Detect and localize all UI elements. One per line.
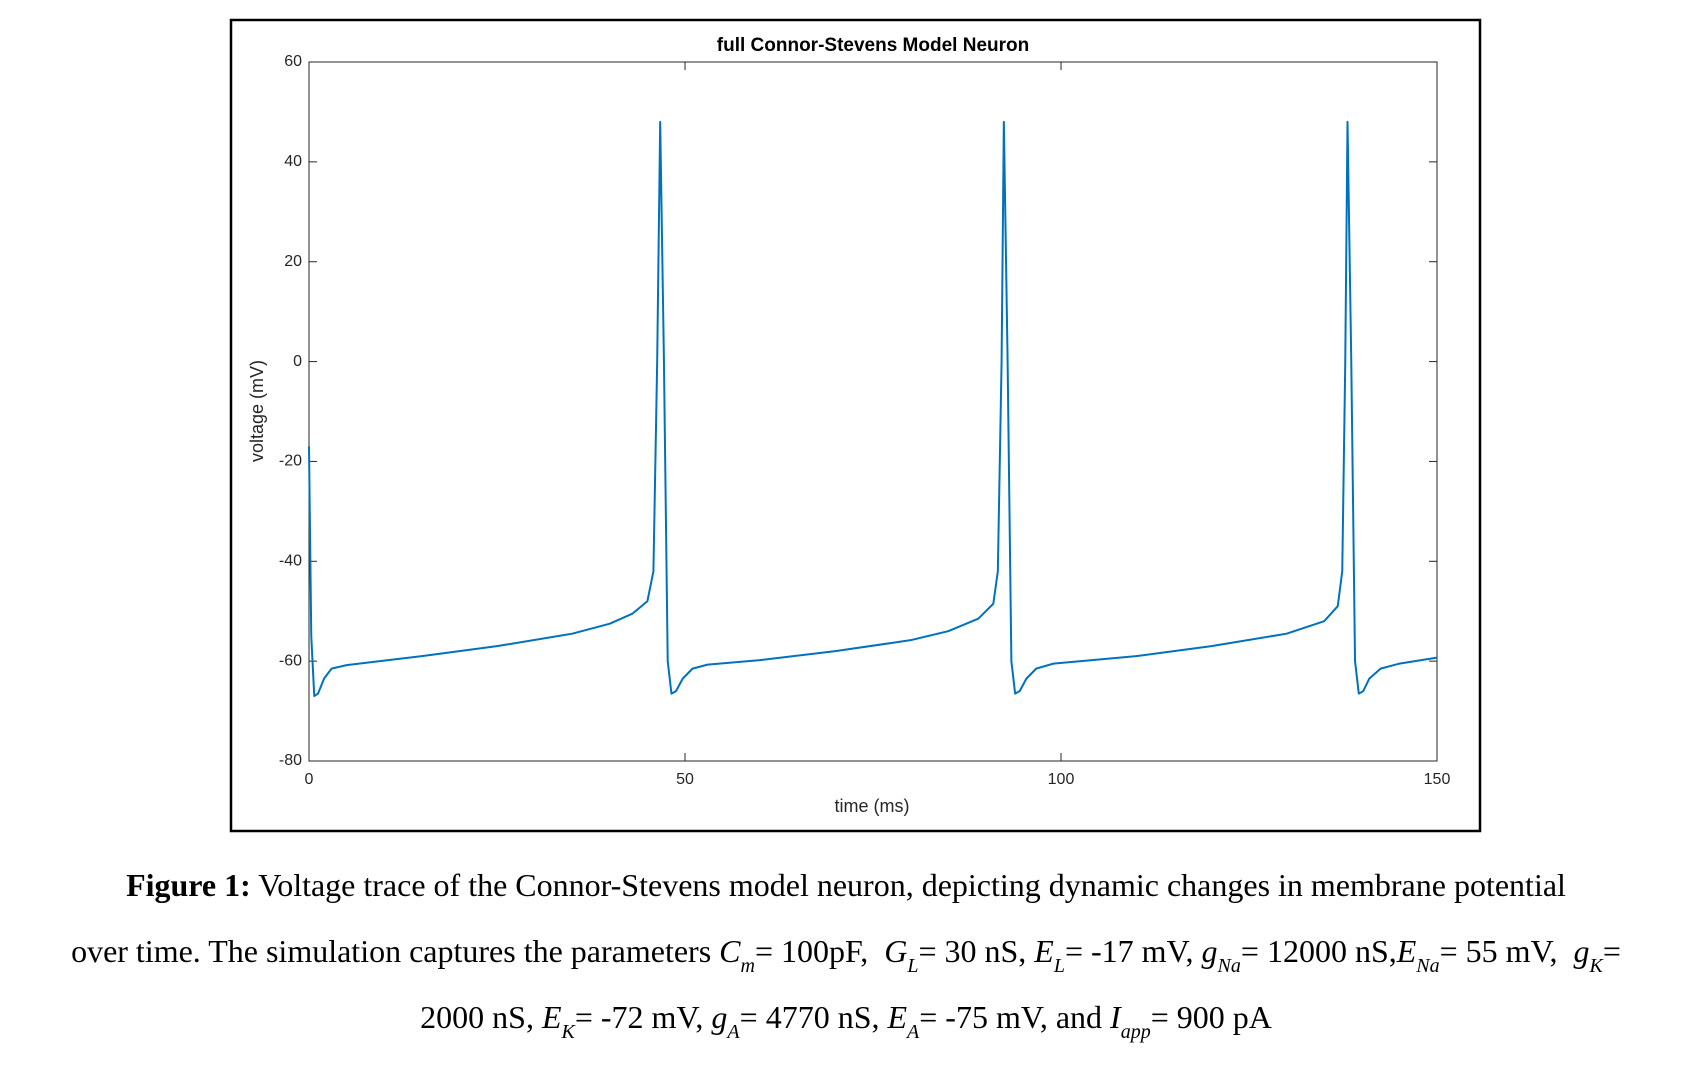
chart: full Connor-Stevens Model Neuron time (m… [229, 18, 1482, 833]
caption-line: 2000 nS, EK= -72 mV, gA= 4770 nS, EA= -7… [6, 984, 1686, 1050]
parameter-subscript: A [727, 1021, 740, 1043]
x-tick-label: 50 [676, 771, 694, 788]
y-tick-label: -40 [279, 553, 302, 570]
caption-text: = [1602, 933, 1621, 969]
parameter-symbol: C [719, 933, 741, 969]
caption-text: over time. The simulation captures the p… [71, 933, 720, 969]
parameter-subscript: A [907, 1021, 920, 1043]
caption-text: = -17 mV, [1064, 933, 1202, 969]
parameter-symbol: E [1034, 933, 1054, 969]
caption-text: = 55 mV, [1439, 933, 1574, 969]
parameter-subscript: K [1589, 955, 1603, 977]
y-tick-label: 0 [293, 353, 302, 370]
y-tick-label: 60 [284, 53, 302, 70]
parameter-symbol: g [1201, 933, 1218, 969]
x-tick-label: 100 [1048, 771, 1075, 788]
caption-line: over time. The simulation captures the p… [6, 918, 1686, 984]
x-tick-label: 0 [305, 771, 314, 788]
parameter-subscript: Na [1217, 955, 1241, 977]
parameter-symbol: g [711, 999, 728, 1035]
parameter-subscript: L [907, 955, 919, 977]
parameter-subscript: Na [1416, 955, 1440, 977]
caption-label: Figure 1: [126, 867, 251, 903]
caption-text: 2000 nS, [420, 999, 542, 1035]
parameter-subscript: L [1053, 955, 1065, 977]
caption-line: Figure 1: Voltage trace of the Connor-St… [6, 852, 1686, 918]
parameter-symbol: E [1396, 933, 1417, 969]
y-axis-label: voltage (mV) [247, 360, 267, 462]
y-tick-label: 20 [284, 253, 302, 270]
parameter-subscript: m [740, 955, 755, 977]
parameter-subscript: K [561, 1021, 575, 1043]
caption-text: = 30 nS, [918, 933, 1035, 969]
parameter-symbol: E [887, 999, 908, 1035]
caption-text: = 100pF, [754, 933, 885, 969]
y-tick-label: 40 [284, 153, 302, 170]
parameter-symbol: I [1110, 999, 1121, 1035]
caption-text: = -72 mV, [574, 999, 712, 1035]
y-tick-label: -20 [279, 453, 302, 470]
caption-text: = 12000 nS, [1240, 933, 1397, 969]
x-axis-label: time (ms) [835, 796, 910, 816]
caption: Figure 1: Voltage trace of the Connor-St… [6, 852, 1686, 1050]
y-tick-label: -60 [279, 652, 302, 669]
caption-text: = 900 pA [1150, 999, 1272, 1035]
x-tick-label: 150 [1424, 771, 1451, 788]
y-tick-label: -80 [279, 752, 302, 769]
parameter-subscript: app [1120, 1021, 1151, 1043]
parameter-symbol: g [1573, 933, 1590, 969]
voltage-line [308, 120, 1438, 698]
chart-title: full Connor-Stevens Model Neuron [717, 35, 1029, 56]
plot-area [308, 61, 1438, 762]
caption-text: Voltage trace of the Connor-Stevens mode… [250, 867, 1566, 903]
parameter-symbol: G [884, 933, 908, 969]
parameter-symbol: E [541, 999, 562, 1035]
caption-text: = -75 mV, and [919, 999, 1111, 1035]
caption-text: = 4770 nS, [739, 999, 888, 1035]
